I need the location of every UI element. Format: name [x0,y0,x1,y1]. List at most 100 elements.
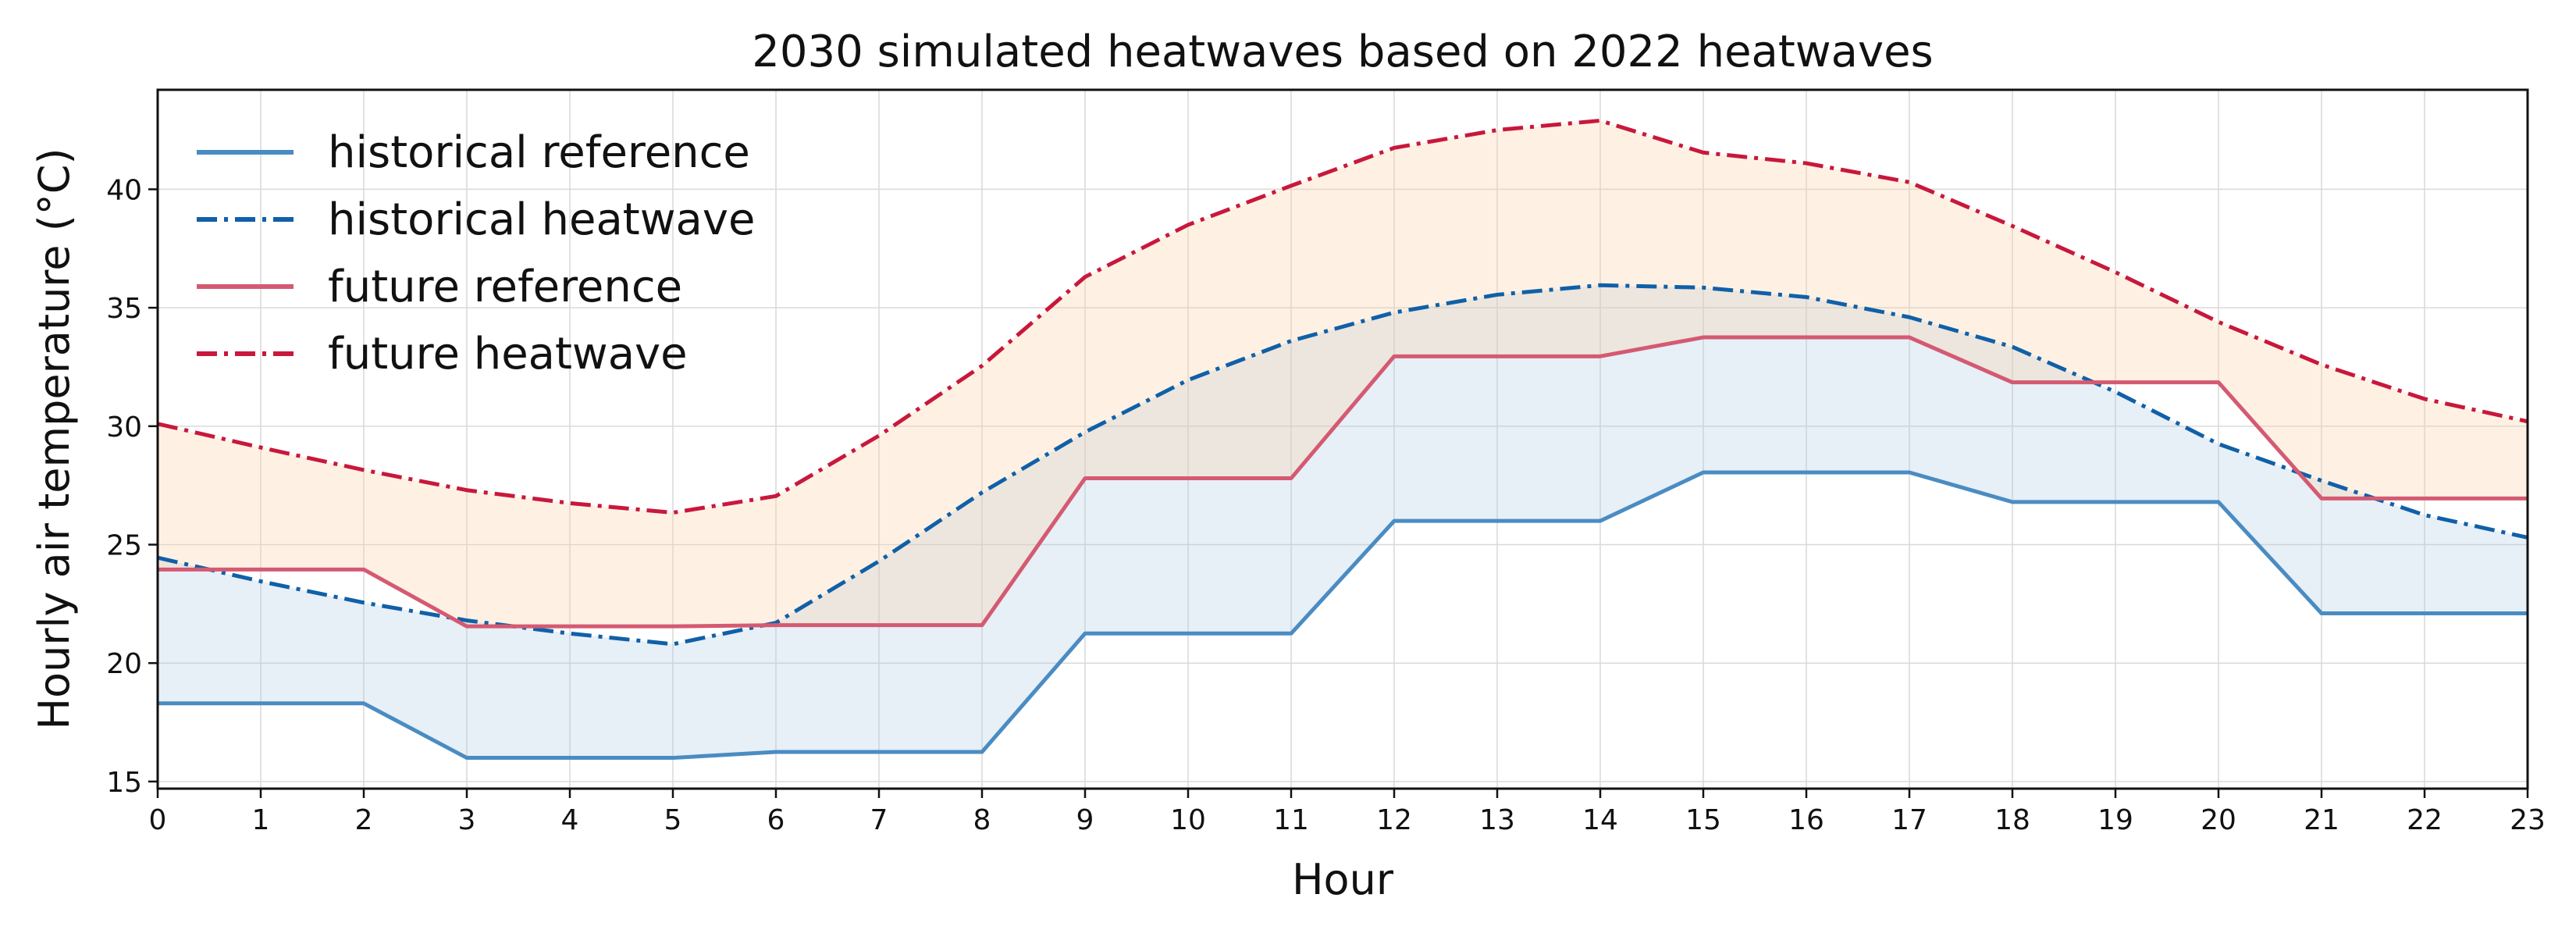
data-point-historical-reference [2010,500,2015,504]
x-tick-label: 8 [973,804,991,836]
data-point-historical-reference [1083,631,1087,636]
data-point-historical-reference [877,750,881,754]
data-point-future-reference [1186,476,1190,481]
data-point-historical-heatwave [568,631,572,636]
x-axis: 0 1 2 3 4 5 6 7 8 9 10 11 12 13 14 15 16 17 18 19 20 21 22 23 [149,789,2546,836]
data-point-historical-heatwave [2010,344,2015,349]
data-point-future-heatwave [2319,362,2324,367]
x-tick-label: 17 [1891,804,1927,836]
x-tick-label: 15 [1685,804,1721,836]
data-point-historical-heatwave [877,559,881,564]
data-point-future-reference [1083,476,1087,481]
data-point-historical-reference [1186,631,1190,636]
x-tick-label: 4 [561,804,579,836]
y-tick-label: 35 [106,293,142,325]
series-line-future-reference [158,335,2528,629]
data-point-historical-heatwave [464,618,469,623]
data-point-future-heatwave [1083,275,1087,280]
x-tick-label: 2 [355,804,373,836]
x-tick-label: 18 [1994,804,2030,836]
x-tick-label: 5 [664,804,682,836]
data-point-future-heatwave [1804,161,1809,166]
data-point-future-reference [1598,354,1603,358]
data-point-historical-reference [1907,470,1912,475]
data-point-future-heatwave [1186,223,1190,227]
x-tick-label: 21 [2304,804,2339,836]
x-axis-label: Hour [1292,855,1394,904]
data-point-historical-heatwave [1598,283,1603,287]
data-point-future-reference [1392,354,1397,358]
data-point-future-reference [2113,380,2118,385]
x-tick-label: 9 [1076,804,1094,836]
data-point-future-reference [464,624,469,629]
band-future-heatwave [158,120,2528,627]
data-point-historical-heatwave [2319,479,2324,483]
data-point-historical-heatwave [1083,429,1087,434]
data-point-historical-reference [774,750,778,754]
data-point-future-heatwave [2010,223,2015,228]
data-point-historical-reference [1495,518,1500,523]
series-lines [157,118,2528,761]
data-point-historical-heatwave [1907,315,1912,319]
y-tick-label: 15 [106,767,142,799]
x-tick-label: 10 [1170,804,1206,836]
data-point-future-reference [361,567,366,572]
legend-label-future-reference: future reference [328,262,682,312]
data-point-future-heatwave [1701,150,1706,155]
series-line-historical-heatwave [157,283,2528,647]
data-point-historical-reference [1289,631,1293,636]
data-point-future-reference [1804,335,1809,340]
x-tick-label: 1 [252,804,270,836]
data-point-historical-reference [2422,611,2427,615]
band-historical-heatwave [158,285,2528,758]
data-point-historical-reference [1392,518,1397,523]
data-point-historical-heatwave [1186,378,1190,383]
series-line-historical-reference [158,470,2528,761]
data-point-historical-reference [568,756,572,761]
data-point-future-reference [1701,335,1706,340]
data-point-historical-reference [361,701,366,706]
data-point-historical-heatwave [980,490,984,495]
data-point-future-reference [2319,496,2324,501]
data-point-future-reference [2216,380,2221,385]
data-point-future-reference [1289,476,1293,481]
x-tick-label: 19 [2097,804,2133,836]
data-point-future-heatwave [671,511,675,515]
x-tick-label: 20 [2201,804,2236,836]
data-point-future-reference [258,567,263,572]
data-point-historical-heatwave [1701,285,1706,290]
data-point-historical-heatwave [1392,310,1397,315]
plot-frame [156,88,2529,790]
legend-label-historical-heatwave: historical heatwave [328,194,755,245]
data-point-future-reference [1907,335,1912,340]
data-point-historical-reference [2319,611,2324,615]
x-tick-label: 23 [2510,804,2546,836]
x-tick-label: 13 [1479,804,1515,836]
data-point-future-reference [877,623,881,628]
x-tick-label: 11 [1273,804,1309,836]
data-point-historical-reference [2216,500,2221,504]
data-point-future-heatwave [980,363,984,368]
data-point-historical-heatwave [1804,294,1809,299]
data-point-future-heatwave [1289,183,1293,188]
y-tick-label: 25 [106,530,142,562]
chart-title: 2030 simulated heatwaves based on 2022 h… [752,27,1933,77]
legend-label-historical-reference: historical reference [328,127,750,178]
data-point-future-heatwave [2113,270,2118,275]
x-tick-label: 7 [870,804,888,836]
data-point-future-heatwave [2422,397,2427,401]
data-point-historical-reference [671,756,675,761]
y-axis: 15 20 25 30 35 40 [106,174,158,799]
data-point-future-heatwave [877,433,881,438]
data-point-historical-reference [258,701,263,706]
data-point-historical-heatwave [1289,339,1293,344]
data-point-historical-heatwave [2422,513,2427,518]
grid-lines [157,90,2528,789]
data-point-future-heatwave [1907,180,1912,184]
data-point-future-heatwave [361,468,366,472]
data-point-future-heatwave [2216,319,2221,324]
data-point-future-reference [1495,354,1500,358]
data-point-future-reference [774,623,778,628]
x-tick-label: 22 [2407,804,2443,836]
